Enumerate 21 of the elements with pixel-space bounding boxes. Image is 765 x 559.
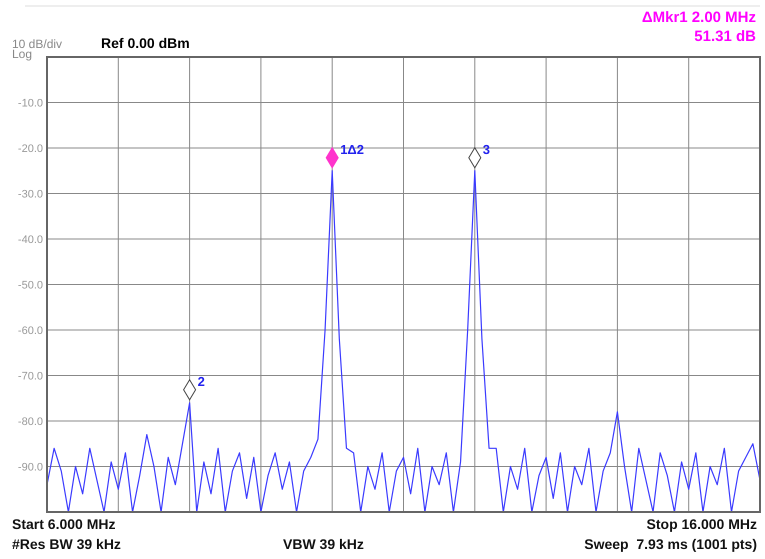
text: ΔMkr1 2.00 MHz bbox=[642, 9, 756, 26]
text: Stop 16.000 MHz bbox=[646, 516, 757, 532]
text: Start 6.000 MHz bbox=[12, 516, 116, 532]
text: VBW 39 kHz bbox=[283, 536, 364, 552]
line-series bbox=[46, 170, 761, 513]
y-tick-label: -50.0 bbox=[18, 279, 43, 292]
y-tick-label: -80.0 bbox=[18, 416, 43, 428]
y-tick-label: -10.0 bbox=[18, 97, 43, 110]
annotation: 2 bbox=[198, 374, 205, 389]
y-tick-label: -70.0 bbox=[18, 370, 43, 382]
annotation: 3 bbox=[482, 142, 490, 157]
text: 51.31 dB bbox=[694, 28, 756, 45]
y-tick-label: -30.0 bbox=[18, 188, 43, 200]
text: Ref 0.00 dBm bbox=[101, 35, 190, 51]
y-tick-label: -40.0 bbox=[18, 234, 43, 246]
text: #Res BW 39 kHz bbox=[12, 536, 121, 552]
y-tick-label: -60.0 bbox=[18, 324, 43, 337]
y-tick-label: -20.0 bbox=[18, 142, 43, 155]
text: Sweep 7.93 ms (1001 pts) bbox=[584, 536, 757, 552]
annotation: 1Δ2 bbox=[340, 142, 364, 157]
y-tick-label: -90.0 bbox=[18, 461, 43, 474]
